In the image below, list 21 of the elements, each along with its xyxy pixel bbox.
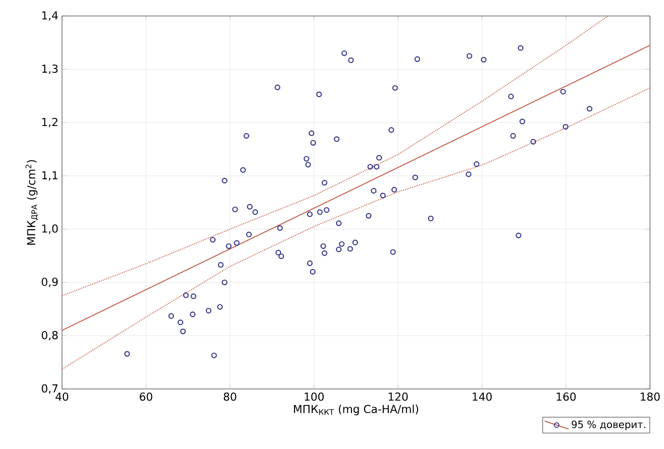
x-tick-label: 180 [640, 392, 660, 401]
x-axis-title: МПК$_{ККТ}$ (mg Ca-HA/ml) [294, 404, 418, 416]
y-axis-title: МПК$_{ДРА}$ (g/cm$^{2}$) [26, 160, 38, 245]
y-tick-label: 1,1 [42, 171, 58, 180]
line-series [62, 16, 608, 296]
y-tick-label: 1,4 [42, 11, 58, 21]
y-tick-label: 1,2 [42, 118, 58, 128]
legend-label: 95 % доверит. [572, 420, 646, 430]
y-tick-label: 1,0 [42, 224, 58, 234]
x-tick-label: 120 [388, 392, 408, 401]
x-tick-label: 60 [140, 392, 152, 401]
y-tick-label: 0,8 [42, 331, 58, 340]
y-tick-label: 0,7 [42, 384, 58, 394]
x-tick-label: 160 [556, 392, 576, 401]
x-tick-label: 40 [56, 392, 68, 401]
x-tick-label: 80 [224, 392, 236, 401]
x-tick-label: 100 [304, 392, 324, 401]
y-tick-label: 1,3 [42, 64, 58, 74]
x-tick-label: 140 [472, 392, 492, 401]
y-tick-label: 0,9 [42, 278, 58, 288]
line-series [62, 87, 650, 370]
